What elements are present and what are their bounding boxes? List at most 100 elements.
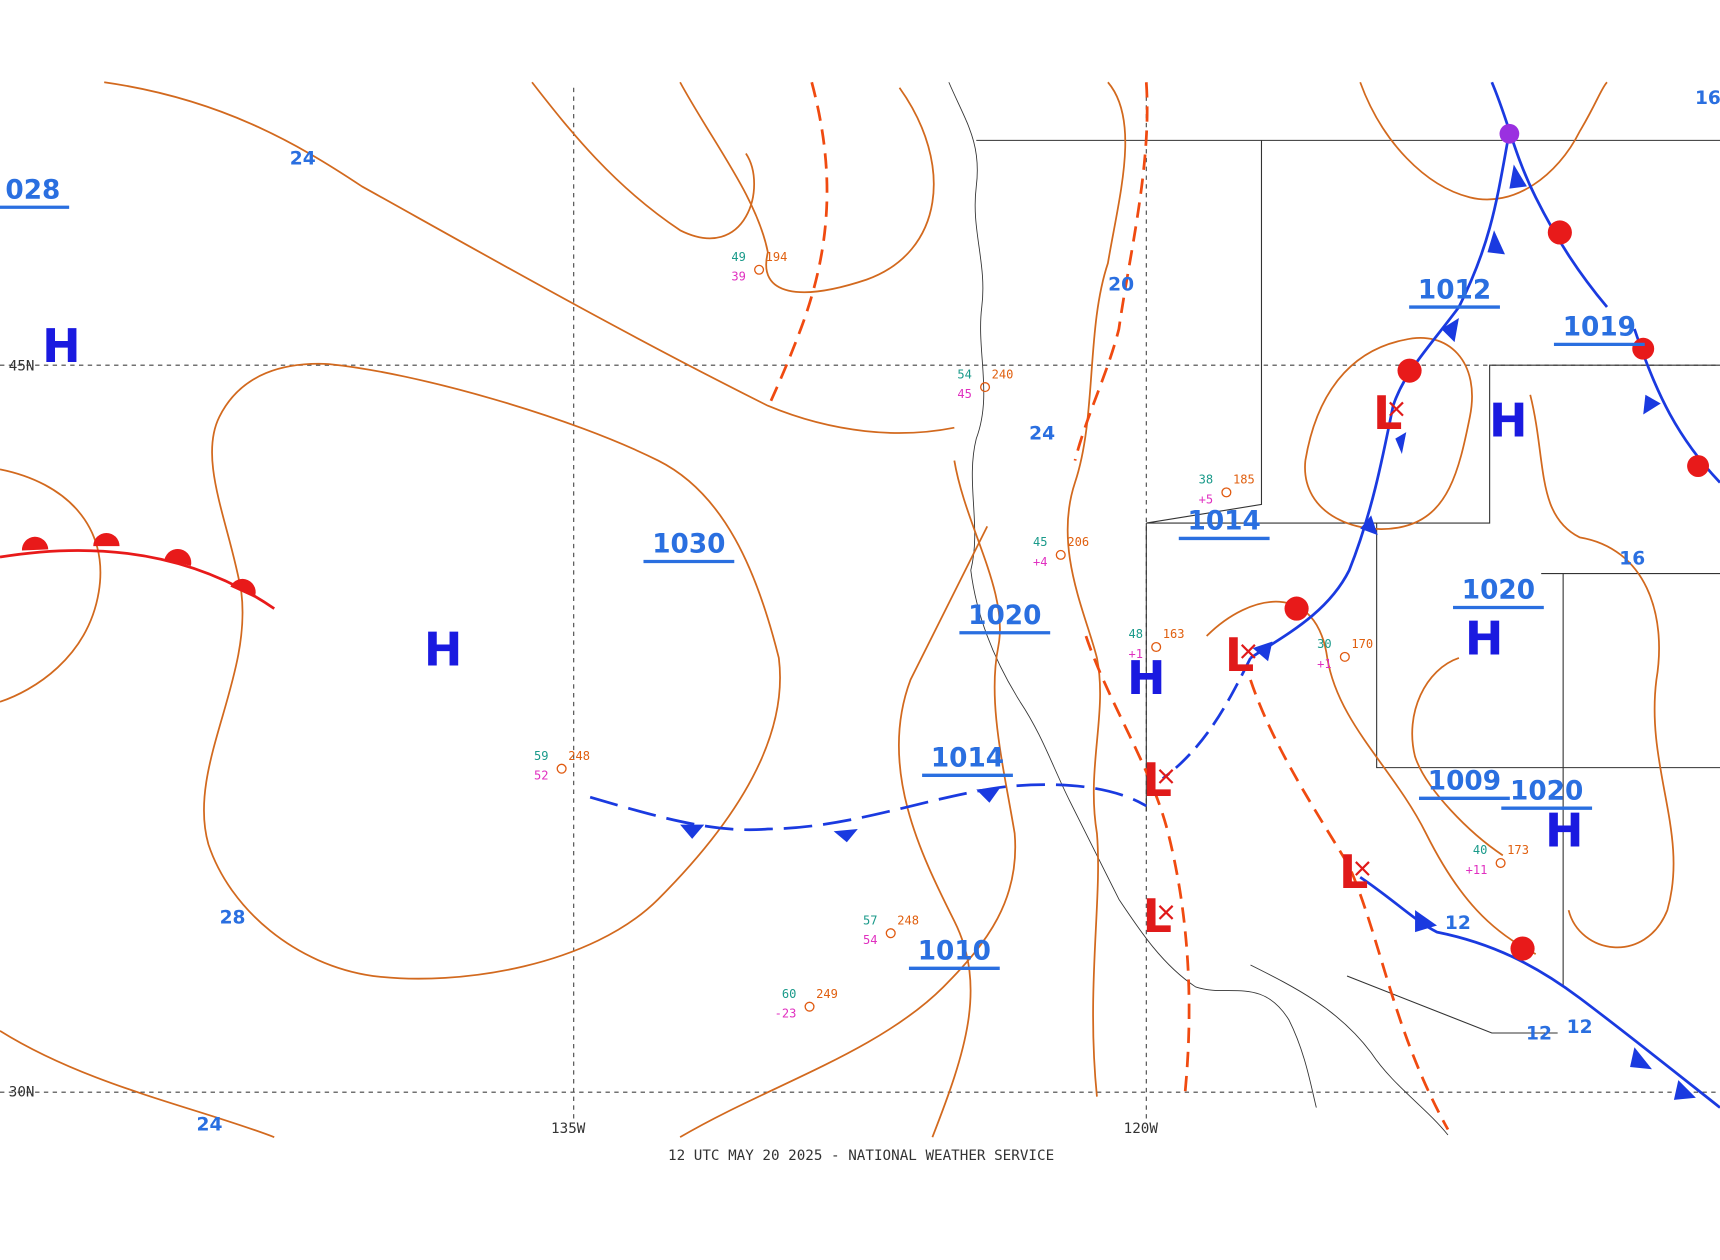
labels: 12 UTC MAY 20 2025 - NATIONAL WEATHER SE… [0, 88, 1720, 1164]
warm-front [0, 549, 276, 610]
isobars [0, 81, 1675, 1138]
station-pressure: 240 [992, 367, 1014, 381]
station-pressure: 248 [568, 749, 590, 763]
grid-label: 135W [551, 1121, 586, 1137]
station [1151, 641, 1162, 653]
high-center: H [1127, 651, 1166, 705]
station-dew: +5 [1199, 492, 1214, 506]
station-dew: +4 [1033, 555, 1048, 569]
isobar-label: 24 [290, 148, 316, 169]
station [885, 928, 896, 939]
isobar-label: 16 [1695, 88, 1720, 109]
station-pressure: 185 [1233, 473, 1255, 487]
cold-front [1359, 876, 1720, 1109]
station-dew: -23 [775, 1007, 797, 1021]
station-temp: 60 [782, 987, 797, 1001]
pressure-label: 1030 [652, 530, 725, 560]
station-pressure: 173 [1507, 843, 1529, 857]
grid-label: 30N [9, 1085, 35, 1101]
triple-point [1499, 123, 1520, 144]
station [1339, 651, 1350, 662]
station-dew: 45 [957, 387, 972, 401]
pressure-label: 028 [5, 175, 60, 205]
border [976, 139, 1720, 1034]
station-dew: +1 [1128, 647, 1143, 661]
pressure-label: 1019 [1563, 313, 1636, 343]
isobar-label: 24 [1029, 424, 1055, 445]
station-pressure: 163 [1163, 627, 1185, 641]
isobar-label: 16 [1619, 549, 1645, 570]
station-pressure: 194 [766, 250, 788, 264]
station [556, 763, 567, 774]
low-marker [1240, 644, 1256, 659]
pressure-label: 1020 [968, 601, 1041, 631]
isobar-label: 12 [1526, 1024, 1552, 1045]
coastline [948, 82, 1317, 1108]
station-temp: 38 [1199, 473, 1214, 487]
low-marker [1389, 401, 1404, 417]
footer: 12 UTC MAY 20 2025 - NATIONAL WEATHER SE… [668, 1148, 1054, 1164]
station-temp: 40 [1473, 843, 1488, 857]
station-temp: 45 [1033, 535, 1048, 549]
low-center: L [1143, 889, 1172, 943]
isobar-label: 12 [1445, 913, 1471, 934]
cold-front-symbols [1252, 164, 1696, 1100]
low-center: L [1143, 753, 1172, 807]
high-center: H [1489, 393, 1528, 447]
low-center: L [1339, 845, 1368, 899]
high-center: H [1545, 804, 1584, 858]
station-pressure: 248 [897, 913, 919, 927]
station [1221, 487, 1232, 498]
station-pressure: 170 [1351, 637, 1373, 651]
station-temp: 54 [957, 367, 972, 381]
station [754, 264, 765, 275]
isobar-label: 20 [1108, 275, 1134, 296]
coastline [1250, 964, 1449, 1136]
low-marker [1355, 861, 1370, 876]
station-temp: 57 [863, 913, 878, 927]
grid-label: 45N [9, 359, 35, 375]
isobar-label: 12 [1567, 1017, 1593, 1038]
station-dew: 39 [731, 270, 746, 284]
low-marker [1158, 905, 1174, 920]
station [1055, 549, 1066, 560]
station-pressure: 206 [1067, 535, 1089, 549]
pressure-label: 1014 [1188, 507, 1261, 537]
cold-front [1161, 657, 1252, 780]
station [980, 382, 991, 393]
station-temp: 59 [534, 749, 549, 763]
low-center: L [1225, 628, 1254, 682]
trough [1073, 82, 1149, 461]
station-temp: 30 [1317, 637, 1332, 651]
pressure-label: 1009 [1428, 767, 1501, 797]
isobar-label: 24 [197, 1115, 223, 1136]
pressure-label: 1020 [1510, 776, 1583, 806]
low-marker [1158, 769, 1174, 784]
grid-label: 120W [1124, 1121, 1159, 1137]
trough [766, 81, 829, 409]
high-center: H [424, 623, 463, 677]
cold-front-symbols [680, 787, 1001, 843]
cold-front [1490, 81, 1609, 308]
stationary-front [589, 783, 1148, 832]
station-dew: 54 [863, 933, 878, 947]
high-center: H [42, 319, 81, 373]
station-temp: 48 [1128, 627, 1143, 641]
station-dew: 52 [534, 769, 549, 783]
pressure-label: 1014 [931, 744, 1004, 774]
pressure-label: 1012 [1418, 275, 1491, 305]
warm-front-symbols [21, 532, 256, 598]
station-dew: +1 [1317, 657, 1332, 671]
station [804, 1001, 815, 1012]
station-pressure: 249 [816, 987, 838, 1001]
isobar-label: 28 [220, 907, 246, 928]
low-center: L [1373, 386, 1402, 440]
high-center: H [1465, 612, 1504, 666]
station-temp: 49 [731, 250, 746, 264]
pressure-label: 1010 [918, 937, 991, 967]
station [1495, 857, 1506, 869]
occluded-symbols [1284, 220, 1710, 961]
trough [1249, 679, 1450, 1131]
